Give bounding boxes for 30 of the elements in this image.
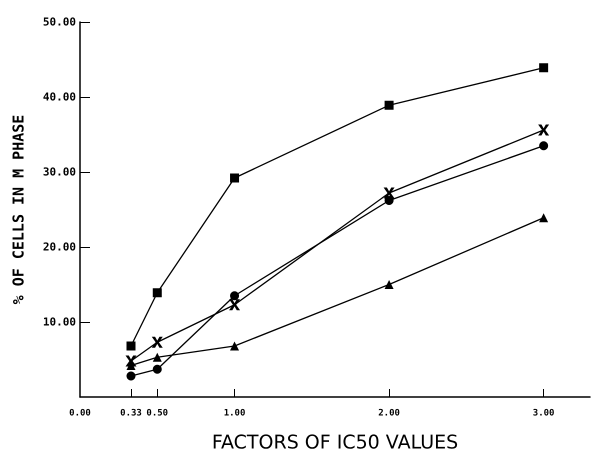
y-tick-label: 50.00 [42, 16, 76, 28]
point [384, 280, 394, 289]
point [152, 336, 163, 348]
x-tick-label: 0.50 [146, 408, 168, 418]
point [538, 124, 550, 136]
point [152, 364, 162, 374]
y-tick-label: 10.00 [42, 316, 76, 328]
point [230, 291, 240, 300]
x-tick-label: 2.00 [378, 408, 400, 418]
y-tick-label: 40.00 [42, 90, 76, 104]
point [230, 174, 240, 182]
x-axis-title: FACTORS OF IC50 VALUES [212, 432, 458, 454]
point [539, 63, 548, 72]
point [384, 100, 394, 110]
y-tick-label: 30.00 [42, 166, 76, 178]
x-tick-label: 1.00 [224, 408, 246, 418]
x-tick-label: 0.33 [120, 408, 142, 418]
point [539, 141, 548, 150]
x-tick-label: 3.00 [532, 408, 554, 418]
point [152, 352, 162, 362]
point [384, 196, 394, 205]
point [152, 288, 162, 298]
point [229, 299, 240, 310]
x-tick-label: 0.00 [69, 408, 91, 418]
point [230, 342, 240, 350]
y-tick-label: 20.00 [42, 240, 76, 254]
point [126, 342, 136, 350]
y-axis-title: % OF CELLS IN M PHASE [10, 114, 28, 304]
point [539, 213, 548, 222]
point [126, 372, 136, 380]
